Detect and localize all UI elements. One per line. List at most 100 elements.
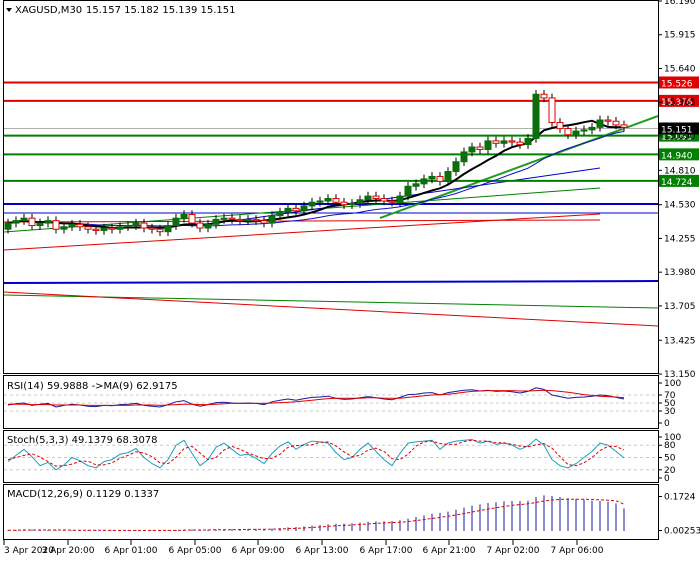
candle-body (524, 137, 532, 146)
time-tick-label: 6 Apr 09:00 (232, 546, 285, 556)
level-label-14.940: 14.940 (661, 151, 693, 161)
rsi-tick-label: 70 (664, 391, 676, 401)
candle-body (316, 200, 324, 203)
candle-body (276, 211, 284, 217)
time-tick-label: 7 Apr 06:00 (551, 546, 604, 556)
level-label-14.724: 14.724 (661, 178, 693, 188)
price-tick-label: 15.090 (664, 132, 696, 142)
candle-body (580, 129, 588, 132)
candle-body (68, 223, 76, 228)
candle-body (76, 223, 84, 228)
candle-body (428, 175, 436, 180)
candle-body (620, 124, 628, 128)
candle-body (52, 220, 60, 230)
candle-body (540, 93, 548, 99)
price-tick-label: 15.365 (664, 98, 696, 108)
candle-body (284, 207, 292, 213)
rsi-series-line (8, 389, 625, 406)
candle-body (220, 217, 228, 220)
price-tick-label: 14.530 (664, 201, 696, 211)
candle-body (420, 178, 428, 185)
macd-signal-line (8, 498, 625, 531)
time-tick-label: 3 Apr 2020 (4, 546, 54, 556)
time-tick-label: 6 Apr 01:00 (105, 546, 158, 556)
candle-body (188, 213, 196, 224)
quote-label: 15.157 15.182 15.139 15.151 (86, 5, 236, 16)
macd-title: MACD(12,26,9) 0.1129 0.1337 (7, 489, 159, 500)
price-panel (3, 0, 659, 374)
candle-body (380, 198, 388, 202)
time-tick-label: 3 Apr 20:00 (42, 546, 95, 556)
candle-body (12, 220, 20, 224)
candle-body (564, 128, 572, 136)
candle-body (172, 217, 180, 227)
candle-body (332, 198, 340, 203)
candle-body (476, 146, 484, 150)
stoch-title: Stoch(5,3,3) 49.1379 68.3078 (7, 435, 158, 446)
candle-body (452, 161, 460, 173)
candle-body (340, 201, 348, 206)
stoch-tick-label: 100 (664, 433, 681, 443)
candle-body (20, 217, 28, 222)
current-price-label: 15.151 (661, 125, 693, 135)
time-tick-label: 7 Apr 02:00 (487, 546, 540, 556)
price-tick-label: 13.980 (664, 268, 696, 278)
time-tick-label: 6 Apr 13:00 (296, 546, 349, 556)
candle-body (604, 119, 612, 122)
candle-body (28, 217, 36, 227)
level-tag-14.724 (659, 174, 699, 187)
rsi-tick-label: 100 (664, 379, 681, 389)
candle-body (148, 227, 156, 230)
candle-body (516, 141, 524, 146)
symbol-dropdown-icon[interactable] (6, 8, 12, 12)
candle-body (372, 195, 380, 200)
candle-body (484, 140, 492, 150)
candle-body (228, 217, 236, 220)
candle-body (596, 119, 604, 128)
candle-body (548, 97, 556, 123)
candle-body (500, 140, 508, 144)
stoch-tick-label: 0 (664, 474, 670, 484)
price-tick-label: 13.705 (664, 302, 696, 312)
candle-body (348, 202, 356, 206)
price-tick-label: 13.425 (664, 336, 696, 346)
rsi-title: RSI(14) 59.9888 ->MA(9) 62.9175 (7, 381, 178, 392)
candle-body (236, 218, 244, 222)
candle-body (164, 225, 172, 233)
candle-body (108, 227, 116, 230)
candle-body (308, 201, 316, 207)
candle-body (404, 185, 412, 197)
candle-body (140, 222, 148, 229)
price-tick-label: 13.150 (664, 370, 696, 380)
blue-support-line (3, 280, 659, 284)
macd-tick-label: 0.1724 (664, 493, 696, 503)
candle-body (588, 126, 596, 131)
level-tag-15.526 (659, 76, 699, 89)
rsi-tick-label: 0 (664, 419, 670, 429)
time-tick-label: 6 Apr 17:00 (360, 546, 413, 556)
price-tick-label: 14.810 (664, 166, 696, 176)
candle-body (132, 222, 140, 227)
price-tick-label: 15.640 (664, 64, 696, 74)
time-tick-label: 6 Apr 05:00 (169, 546, 222, 556)
candle-body (412, 183, 420, 187)
time-tick-label: 6 Apr 21:00 (423, 546, 476, 556)
candle-body (468, 146, 476, 153)
candle-body (388, 200, 396, 203)
stoch-tick-label: 80 (664, 441, 676, 451)
red-horizontal-line (3, 219, 601, 223)
level-tag-14.940 (659, 148, 699, 161)
candle-body (436, 175, 444, 182)
candle-body (196, 222, 204, 229)
candle-body (460, 151, 468, 163)
ma-slow-line (7, 130, 625, 227)
candle-body (324, 198, 332, 202)
rsi-panel (3, 375, 659, 429)
stoch-tick-label: 50 (664, 454, 676, 464)
rsi-tick-label: 50 (664, 399, 676, 409)
candle-body (100, 227, 108, 231)
candle-body (612, 120, 620, 126)
symbol-label: XAGUSD,M30 (15, 5, 82, 16)
